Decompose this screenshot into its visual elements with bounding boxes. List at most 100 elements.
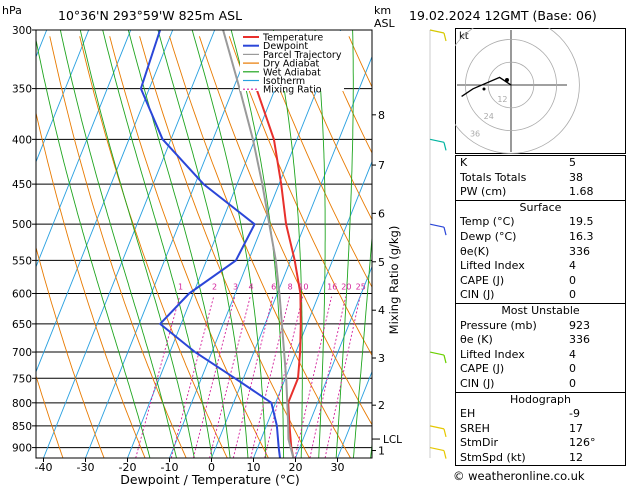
mu-pressure-value: 923 bbox=[569, 318, 590, 332]
mixing-ratio-label: 10 bbox=[298, 282, 308, 291]
altitude-tick-label: 7 bbox=[378, 159, 385, 172]
pressure-tick-label: 350 bbox=[12, 84, 32, 96]
hodograph-ring-label: 24 bbox=[484, 112, 494, 121]
totals-value: 38 bbox=[569, 170, 583, 184]
mixing-ratio-line bbox=[232, 296, 274, 458]
dry-adiabat-line bbox=[109, 36, 269, 458]
mixing-ratio-line bbox=[294, 296, 332, 458]
isotherm-line bbox=[36, 30, 132, 268]
cin-label: CIN (J) bbox=[460, 288, 495, 302]
stmspd-label: StmSpd (kt) bbox=[460, 450, 526, 464]
wet-adiabat-line bbox=[272, 30, 303, 458]
mixing-ratio-label: 16 bbox=[327, 282, 337, 291]
dry-adiabat-line bbox=[36, 374, 64, 458]
dry-adiabat-line bbox=[228, 36, 372, 357]
hodograph-ring bbox=[465, 39, 557, 131]
hodograph-point bbox=[482, 87, 486, 91]
mixing-ratio-line bbox=[209, 296, 251, 458]
wind-barb bbox=[429, 138, 445, 143]
mixing-ratio-label: 6 bbox=[271, 282, 276, 291]
temperature-tick-label: -10 bbox=[161, 461, 179, 474]
datetime-title: 19.02.2024 12GMT (Base: 06) bbox=[409, 8, 597, 23]
k-value: 5 bbox=[569, 156, 576, 169]
pressure-tick-label: 400 bbox=[12, 134, 32, 146]
theta-e-value: 336 bbox=[569, 244, 590, 258]
mixing-ratio-label: 2 bbox=[212, 282, 217, 291]
wet-adiabat-line bbox=[59, 30, 177, 458]
dry-adiabat-line bbox=[36, 110, 146, 458]
temperature-tick-label: -20 bbox=[119, 461, 137, 474]
dry-adiabat-line bbox=[258, 36, 372, 289]
mixing-ratio-label: 25 bbox=[356, 282, 366, 291]
temperature-tick-label: -40 bbox=[35, 461, 53, 474]
pressure-unit: hPa bbox=[2, 4, 22, 17]
background-lines bbox=[0, 30, 372, 458]
series-lines bbox=[139, 30, 302, 458]
isotherm-line bbox=[0, 30, 5, 458]
pressure-tick-label: 850 bbox=[12, 421, 32, 433]
dry-adiabat-line bbox=[288, 36, 372, 221]
pw-value: 1.68 bbox=[569, 185, 594, 199]
stmdir-value: 126° bbox=[569, 436, 596, 450]
li-value: 4 bbox=[569, 259, 576, 273]
cape-value: 0 bbox=[569, 273, 576, 287]
row-totals: Totals Totals 38 bbox=[456, 171, 625, 186]
temp-value: 19.5 bbox=[569, 215, 594, 229]
mu-cape-label: CAPE (J) bbox=[460, 362, 505, 376]
pressure-tick-label: 650 bbox=[12, 319, 32, 331]
pressure-tick-label: 300 bbox=[12, 25, 32, 37]
altitude-tick-label: 6 bbox=[378, 207, 385, 220]
dry-adiabat-line bbox=[139, 36, 310, 458]
isotherm-line bbox=[169, 30, 342, 458]
copyright-footer: © weatheronline.co.uk bbox=[453, 469, 585, 483]
wind-barb bbox=[429, 351, 445, 356]
hodograph-unit: kt bbox=[459, 31, 469, 42]
temperature-tick-label: 30 bbox=[331, 461, 345, 474]
wind-barb-flag bbox=[443, 354, 447, 364]
legend-entry: Temperature bbox=[262, 33, 323, 44]
temperature-tick-label: -30 bbox=[77, 461, 95, 474]
wet-adiabat-line bbox=[36, 37, 151, 458]
mixing-ratio-line bbox=[264, 296, 304, 458]
mixing-ratio-label: 3 bbox=[233, 282, 238, 291]
mixing-ratio-line bbox=[192, 296, 236, 458]
mixing-ratio-line bbox=[324, 296, 361, 458]
mixing-ratio-line bbox=[170, 296, 215, 458]
dry-adiabat-line bbox=[49, 36, 187, 458]
dry-adiabat-line bbox=[79, 36, 228, 458]
storm-motion-marker bbox=[505, 78, 509, 82]
dry-adiabat-line bbox=[198, 36, 372, 426]
mixing-ratio-labels: 1 2 3 4 6 8 10 16 20 25 bbox=[178, 282, 366, 291]
surface-title: Surface bbox=[519, 200, 562, 214]
altitude-tick-label: 2 bbox=[378, 399, 385, 412]
mu-pressure-label: Pressure (mb) bbox=[460, 318, 537, 332]
altitude-unit-km: km bbox=[374, 4, 391, 17]
pressure-tick-label: 600 bbox=[12, 288, 32, 300]
series-temperature bbox=[255, 88, 302, 458]
mixing-ratio-label: 8 bbox=[288, 282, 293, 291]
cape-label: CAPE (J) bbox=[460, 273, 505, 287]
hodograph-ring-label: 36 bbox=[470, 129, 480, 138]
row-pw: PW (cm) 1.68 bbox=[456, 185, 625, 200]
mu-cin-value: 0 bbox=[569, 376, 576, 390]
wind-barb bbox=[429, 425, 445, 430]
wet-adiabat-line bbox=[79, 30, 195, 458]
pressure-tick-label: 500 bbox=[12, 219, 32, 231]
hodograph-table-title: Hodograph bbox=[510, 392, 571, 406]
legend-entry: Isotherm bbox=[263, 76, 305, 87]
pressure-tick-label: 450 bbox=[12, 179, 32, 191]
lcl-label: LCL bbox=[383, 434, 402, 446]
hodograph-ring bbox=[487, 61, 535, 109]
hodograph-frame bbox=[455, 28, 626, 154]
wind-barb bbox=[429, 223, 445, 228]
pressure-tick-label: 550 bbox=[12, 255, 32, 267]
wet-adiabat-line bbox=[314, 30, 326, 458]
dewp-value: 16.3 bbox=[569, 229, 594, 243]
altitude-unit-asl: ASL bbox=[374, 17, 396, 30]
temperature-tick-label: 20 bbox=[289, 461, 303, 474]
legend-entry: Dewpoint bbox=[263, 41, 308, 52]
mixing-ratio-axis-label: Mixing Ratio (g/kg) bbox=[387, 226, 401, 335]
